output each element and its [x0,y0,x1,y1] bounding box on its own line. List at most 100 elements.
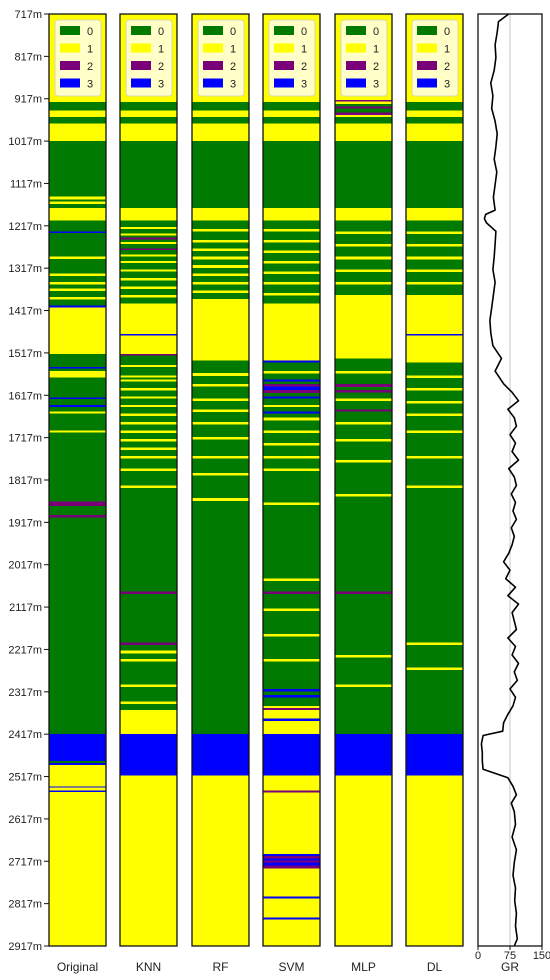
facies-interval [120,244,177,249]
facies-interval [120,593,177,643]
facies-interval [120,110,177,117]
facies-interval [406,390,463,401]
facies-interval [263,250,320,253]
facies-interval [192,248,249,251]
facies-interval [192,472,249,476]
depth-tick-label: 817m [14,51,42,63]
legend-box [411,19,459,97]
facies-interval [263,360,320,363]
depth-tick-label: 2317m [8,687,42,699]
facies-interval [49,430,106,433]
facies-interval [335,231,392,234]
facies-interval [49,734,106,761]
facies-interval [263,468,320,472]
track-frame [334,13,393,947]
facies-interval [406,123,463,142]
facies-interval [120,249,177,255]
track-labels: Original KNN RF SVM MLP DL GR [57,960,520,974]
depth-tick-label: 917m [14,94,42,106]
facies-interval [49,258,106,274]
depth-tick-label: 2517m [8,772,42,784]
legend-swatch [60,78,80,88]
facies-interval [406,259,463,270]
facies-interval [263,608,320,611]
facies-interval [192,267,249,274]
facies-interval [335,112,392,115]
facies-interval [406,269,463,272]
facies-interval [49,787,106,791]
facies-interval [335,424,392,439]
facies-interval [263,432,320,444]
facies-interval [192,141,249,209]
facies-interval [192,242,249,249]
facies-interval [406,220,463,232]
facies-interval [120,458,177,469]
legend-swatch [346,43,366,53]
legend: 0 1 2 3 [411,19,459,97]
facies-interval [263,445,320,456]
facies-interval [192,276,249,283]
legend-box [197,19,245,97]
facies-interval [120,416,177,422]
facies-interval [263,263,320,272]
facies-interval [120,208,177,221]
facies-interval [120,381,177,389]
facies-interval [335,106,392,109]
facies-interval [120,377,177,380]
facies-interval [120,644,177,651]
facies-interval [49,276,106,283]
facies-interval [192,386,249,399]
facies-interval [120,642,177,645]
facies-interval [192,231,249,240]
depth-tick-label: 2617m [8,814,42,826]
facies-interval [406,400,463,404]
facies-interval [263,398,320,406]
track-frame [191,13,250,947]
facies-interval [49,791,106,946]
facies-interval [49,199,106,202]
facies-interval [263,854,320,857]
facies-interval [263,208,320,221]
facies-interval [263,865,320,869]
facies-interval [49,203,106,209]
facies-interval [263,705,320,708]
facies-interval [120,704,177,711]
legend-swatch [417,61,437,70]
facies-interval [335,246,392,257]
track-label: MLP [351,960,376,974]
track-label: SVM [278,960,304,974]
track-rf [192,14,249,946]
facies-interval [192,293,249,300]
facies-interval [406,256,463,260]
facies-interval [263,896,320,899]
depth-tick-label: 1617m [8,390,42,402]
facies-interval [263,443,320,446]
legend-swatch [274,61,294,70]
facies-interval [120,684,177,688]
depth-tick-label: 2817m [8,899,42,911]
facies-interval [335,101,392,105]
facies-interval [263,636,320,660]
facies-interval [192,375,249,384]
legend: 0 1 2 3 [340,19,388,97]
facies-interval [49,368,106,372]
legend-label: 3 [301,79,307,91]
depth-tick-label: 2917m [8,941,42,953]
facies-interval [263,593,320,609]
facies-interval [49,288,106,292]
facies-interval [263,102,320,111]
facies-interval [120,297,177,304]
facies-interval [263,917,320,920]
track-frame [262,13,321,947]
depth-tick-label: 1717m [8,433,42,445]
depth-axis: 717m 817m 917m 1017m 1117m 1217m 1317m 1417m 151… [8,9,49,953]
facies-interval [263,411,320,414]
facies-interval [263,260,320,264]
facies-interval [49,411,106,414]
facies-interval [263,295,320,304]
facies-interval [120,286,177,289]
legend-swatch [203,61,223,70]
facies-interval [120,775,177,946]
facies-interval [263,688,320,692]
facies-interval [263,284,320,293]
